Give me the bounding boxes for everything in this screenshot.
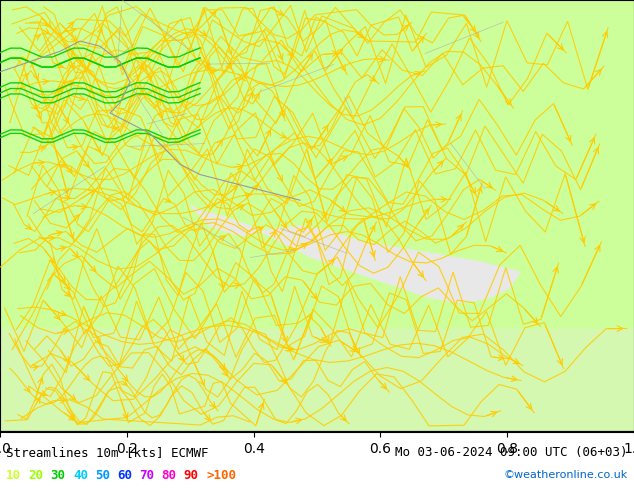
- Text: 80: 80: [162, 469, 177, 482]
- Text: 90: 90: [184, 469, 199, 482]
- Text: 10: 10: [6, 469, 22, 482]
- Text: 50: 50: [95, 469, 110, 482]
- Polygon shape: [190, 205, 520, 303]
- Text: Mo 03-06-2024 09:00 UTC (06+03): Mo 03-06-2024 09:00 UTC (06+03): [395, 446, 628, 459]
- Text: 60: 60: [117, 469, 133, 482]
- Text: 20: 20: [29, 469, 44, 482]
- Text: >100: >100: [206, 469, 236, 482]
- Text: ©weatheronline.co.uk: ©weatheronline.co.uk: [503, 470, 628, 480]
- Polygon shape: [0, 328, 634, 431]
- Text: Streamlines 10m [kts] ECMWF: Streamlines 10m [kts] ECMWF: [6, 446, 209, 459]
- Text: 70: 70: [139, 469, 155, 482]
- Text: 40: 40: [73, 469, 88, 482]
- Text: 30: 30: [51, 469, 66, 482]
